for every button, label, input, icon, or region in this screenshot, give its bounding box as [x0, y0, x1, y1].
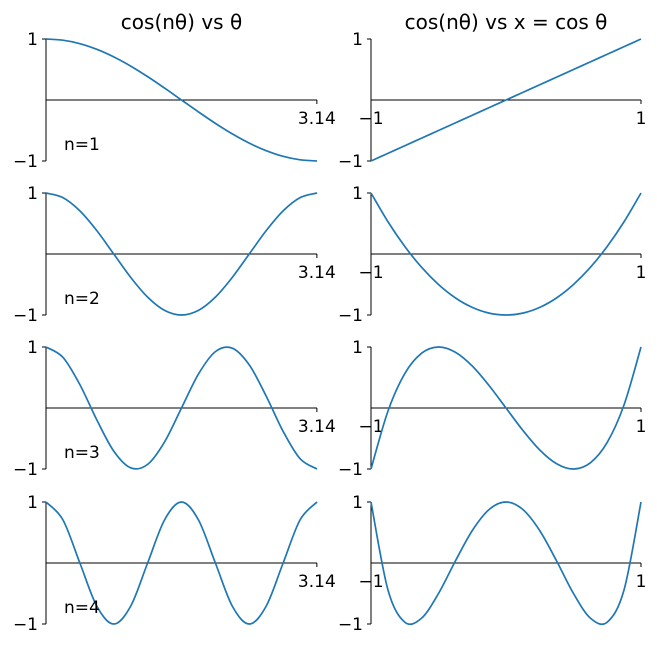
- x-tick-label: 3.14: [298, 572, 336, 592]
- y-tick-label: −1: [338, 615, 363, 635]
- x-tick-label: 3.14: [298, 417, 336, 437]
- x-tick-label: 1: [636, 263, 647, 283]
- y-tick-label: −1: [338, 152, 363, 172]
- x-tick-label: −1: [358, 572, 383, 592]
- y-tick-label: −1: [13, 152, 38, 172]
- y-tick-label: −1: [13, 615, 38, 635]
- subplot-title: cos(nθ) vs x = cos θ: [405, 10, 608, 34]
- curve: [370, 501, 642, 626]
- curve: [370, 192, 642, 316]
- y-tick-label: 1: [352, 30, 363, 50]
- curve: [45, 501, 318, 625]
- x-tick-label: 1: [636, 417, 647, 437]
- x-tick-label: −1: [358, 109, 383, 129]
- y-tick-label: 1: [27, 184, 38, 204]
- y-tick-label: 1: [27, 30, 38, 50]
- x-tick-label: 3.14: [298, 263, 336, 283]
- y-tick-label: 1: [27, 338, 38, 358]
- x-tick-label: −1: [358, 417, 383, 437]
- y-tick-label: −1: [13, 306, 38, 326]
- annotation: n=4: [64, 598, 100, 618]
- curve: [45, 192, 318, 316]
- subplot-title: cos(nθ) vs θ: [121, 10, 242, 34]
- y-tick-label: 1: [27, 493, 38, 513]
- x-tick-label: 1: [636, 572, 647, 592]
- curve: [370, 346, 642, 470]
- annotation: n=2: [64, 289, 100, 309]
- y-tick-label: −1: [338, 306, 363, 326]
- x-tick-label: 3.14: [298, 109, 336, 129]
- annotation: n=1: [64, 135, 100, 155]
- y-tick-label: −1: [338, 460, 363, 480]
- y-tick-label: −1: [13, 460, 38, 480]
- y-tick-label: 1: [352, 493, 363, 513]
- x-tick-label: −1: [358, 263, 383, 283]
- y-tick-label: 1: [352, 184, 363, 204]
- curve: [45, 346, 318, 470]
- curve: [370, 38, 642, 162]
- curve: [45, 38, 318, 162]
- annotation: n=3: [64, 443, 100, 463]
- y-tick-label: 1: [352, 338, 363, 358]
- x-tick-label: 1: [636, 109, 647, 129]
